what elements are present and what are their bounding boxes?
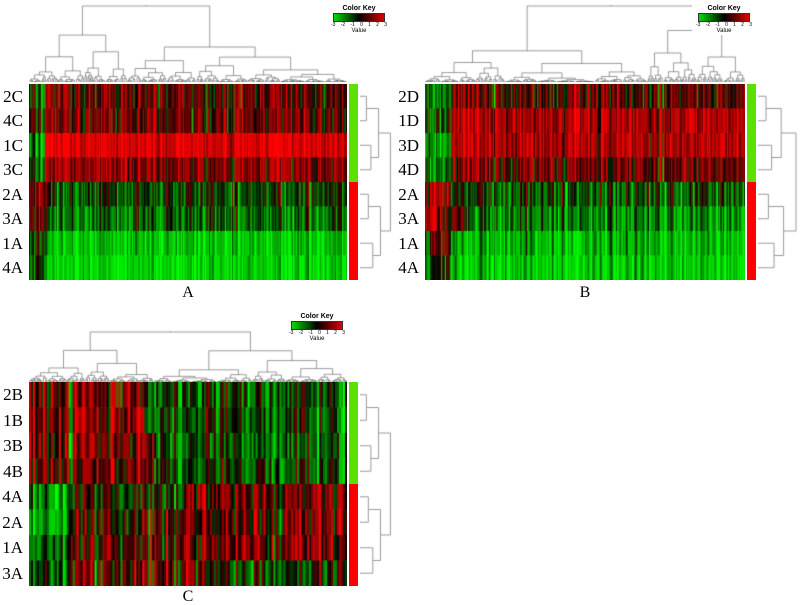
row-label-1c: 1C [3,135,23,155]
color-key-tick: -1 [350,22,355,28]
color-key-tick: -3 [696,22,701,28]
color-key-tick: 0 [360,22,363,28]
row-label-2d: 2D [398,86,419,106]
color-key-gradient [698,13,750,22]
row-label-3d: 3D [398,135,419,155]
row-dendrogram [360,382,392,586]
row-label-1b: 1B [3,410,23,430]
color-key: Color Key -3 -2 -1 0 1 2 3 Value [285,312,349,343]
row-label-1a: 1A [2,538,23,558]
panel-caption: A [182,284,194,301]
heatmap-canvas [29,382,347,586]
row-label-4a: 4A [2,487,23,507]
color-key-tick: 1 [368,22,371,28]
color-key-tick: -3 [289,330,294,336]
row-label-1d: 1D [398,111,419,131]
color-key-tick: 2 [741,22,744,28]
color-key-tick: 1 [326,330,329,336]
row-label-2a: 2A [398,184,419,204]
panel-caption: B [579,284,591,301]
color-key-gradient [333,13,385,22]
row-label-2c: 2C [3,86,23,106]
row-label-3a: 3A [2,209,23,229]
row-label-3a: 3A [2,563,23,583]
row-label-3a: 3A [398,209,419,229]
heatmap-canvas [425,84,745,280]
color-key-title: Color Key [300,313,334,320]
row-labels: 2B 1B 3B 4B 4A 2A 1A 3A [0,382,27,586]
row-label-2a: 2A [2,512,23,532]
column-dendrogram [425,4,745,82]
color-key-tick: -2 [340,22,346,28]
heatmap-panel-b: Color Key -3 -2 -1 0 1 2 3 Value 2D 1D 3D 4D 2A 3A 1… [396,0,805,305]
color-key-tick: -3 [331,22,336,28]
color-key-tick: 3 [749,22,752,28]
color-key-tick: 1 [733,22,736,28]
row-dendrogram [758,84,798,280]
color-key-tick: -1 [715,22,720,28]
row-cluster-sidebar [349,382,358,586]
column-dendrogram [29,4,347,82]
row-label-1a: 1A [2,233,23,253]
row-label-1a: 1A [398,233,419,253]
color-key-tick: -2 [298,330,304,336]
row-dendrogram [360,84,392,280]
color-key-title: Color Key [707,5,741,12]
row-cluster-sidebar [747,84,756,280]
heatmap-canvas [29,84,347,280]
row-label-4d: 4D [398,160,419,180]
color-key-axis-label: Value [309,336,325,342]
color-key-tick: 3 [384,22,387,28]
color-key-axis-label: Value [351,28,367,34]
heatmap-panel-a: Color Key -3 -2 -1 0 1 2 3 Value 2C 4C 1C 3C 2A 3A 1… [0,0,394,305]
color-key-axis-label: Value [716,28,732,34]
color-key-tick: 2 [334,330,337,336]
color-key-tick: 0 [318,330,321,336]
row-label-2b: 2B [3,385,23,405]
color-key: Color Key -3 -2 -1 0 1 2 3 Value [327,4,391,35]
color-key: Color Key -3 -2 -1 0 1 2 3 Value [692,4,756,35]
color-key-ticks: -3 -2 -1 0 1 2 3 [331,22,387,28]
color-key-tick: -2 [705,22,711,28]
color-key-tick: 2 [376,22,379,28]
row-label-3b: 3B [3,436,23,456]
row-labels: 2C 4C 1C 3C 2A 3A 1A 4A [0,84,27,280]
color-key-gradient [291,321,343,330]
row-cluster-sidebar [349,84,358,280]
color-key-ticks: -3 -2 -1 0 1 2 3 [696,22,752,28]
panel-caption: C [182,588,194,605]
row-label-3c: 3C [3,160,23,180]
row-labels: 2D 1D 3D 4D 2A 3A 1A 4A [396,84,423,280]
row-label-4a: 4A [2,258,23,278]
heatmap-panel-c: Color Key -3 -2 -1 0 1 2 3 Value 2B 1B 3B 4B 4A 2A 1… [0,308,394,605]
color-key-ticks: -3 -2 -1 0 1 2 3 [289,330,345,336]
color-key-tick: -1 [308,330,313,336]
row-label-2a: 2A [2,184,23,204]
row-label-4a: 4A [398,258,419,278]
row-label-4c: 4C [3,111,23,131]
row-label-4b: 4B [3,461,23,481]
color-key-tick: 0 [725,22,728,28]
color-key-title: Color Key [342,5,376,12]
color-key-tick: 3 [342,330,345,336]
